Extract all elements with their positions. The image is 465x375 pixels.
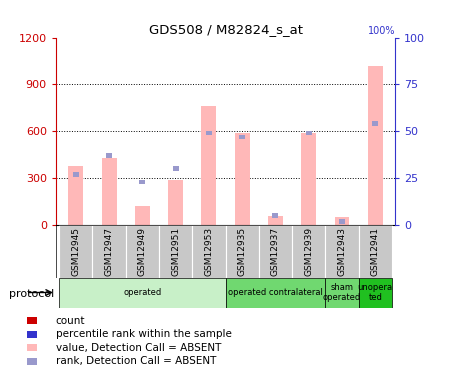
Bar	[59, 225, 93, 278]
Text: value, Detection Call = ABSENT: value, Detection Call = ABSENT	[56, 343, 221, 352]
Text: operated contralateral: operated contralateral	[228, 288, 323, 297]
Bar	[359, 225, 392, 278]
Bar	[334, 217, 350, 225]
Text: GSM12945: GSM12945	[71, 226, 80, 276]
Bar	[239, 135, 245, 139]
Text: GSM12951: GSM12951	[171, 226, 180, 276]
Text: operated: operated	[123, 288, 161, 297]
Text: GSM12953: GSM12953	[205, 226, 213, 276]
Bar	[368, 66, 383, 225]
Text: unopera
ted: unopera ted	[358, 283, 393, 302]
Bar	[126, 225, 159, 278]
Bar	[226, 225, 259, 278]
Text: GSM12949: GSM12949	[138, 226, 147, 276]
Bar	[173, 166, 179, 171]
Bar	[68, 166, 83, 225]
Bar	[326, 278, 359, 308]
Text: percentile rank within the sample: percentile rank within the sample	[56, 329, 232, 339]
Bar	[372, 122, 379, 126]
Text: GSM12941: GSM12941	[371, 226, 380, 276]
Bar	[192, 225, 226, 278]
Bar	[359, 278, 392, 308]
Bar	[73, 172, 79, 177]
Text: GSM12943: GSM12943	[338, 226, 346, 276]
Bar	[326, 225, 359, 278]
Bar	[106, 153, 112, 158]
Text: count: count	[56, 316, 85, 326]
Bar	[301, 133, 316, 225]
Bar	[226, 278, 326, 308]
Bar	[272, 213, 279, 218]
Text: GSM12935: GSM12935	[238, 226, 246, 276]
Bar	[292, 225, 325, 278]
Title: GDS508 / M82824_s_at: GDS508 / M82824_s_at	[148, 23, 303, 36]
Bar	[101, 158, 117, 225]
Bar	[306, 131, 312, 135]
Bar	[339, 219, 345, 224]
Bar	[168, 180, 183, 225]
Bar	[235, 133, 250, 225]
Text: GSM12939: GSM12939	[304, 226, 313, 276]
Text: protocol: protocol	[9, 290, 54, 299]
Bar	[140, 180, 146, 184]
Bar	[206, 131, 212, 135]
Text: GSM12937: GSM12937	[271, 226, 280, 276]
Bar	[201, 106, 216, 225]
Bar	[135, 206, 150, 225]
Text: 100%: 100%	[368, 26, 395, 36]
Text: sham
operated: sham operated	[323, 283, 361, 302]
Bar	[93, 225, 126, 278]
Bar	[59, 278, 226, 308]
Bar	[268, 216, 283, 225]
Text: GSM12947: GSM12947	[105, 226, 113, 276]
Bar	[159, 225, 192, 278]
Text: rank, Detection Call = ABSENT: rank, Detection Call = ABSENT	[56, 356, 216, 366]
Bar	[259, 225, 292, 278]
